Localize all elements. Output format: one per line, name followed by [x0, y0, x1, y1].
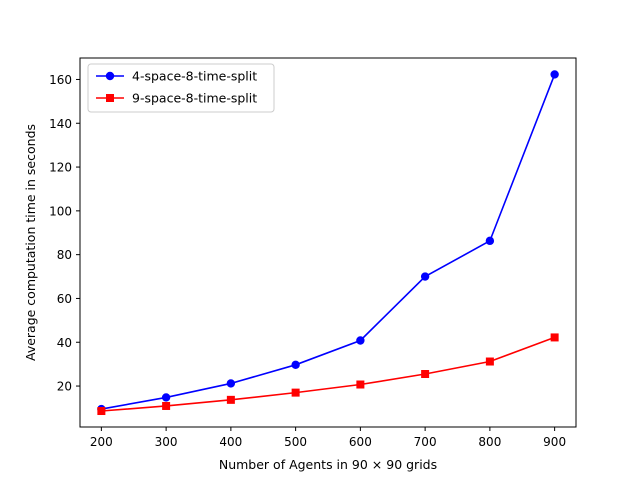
y-tick-label: 160 — [49, 73, 72, 87]
series-line-1 — [101, 74, 556, 410]
data-point — [550, 333, 559, 342]
y-tick-label: 60 — [57, 292, 72, 306]
x-tick-label: 800 — [478, 435, 501, 449]
x-tick-label: 700 — [414, 435, 437, 449]
x-axis-label: Number of Agents in 90 × 90 grids — [219, 457, 437, 472]
plot-frame — [79, 57, 577, 428]
data-point — [485, 357, 494, 366]
y-tick-label: 80 — [57, 248, 72, 262]
y-tick-label: 40 — [57, 336, 72, 350]
y-tick-label: 140 — [49, 117, 72, 131]
data-point — [420, 272, 430, 281]
x-tick-label: 500 — [284, 435, 307, 449]
y-axis: 20 40 60 80 100 120 140 160 — [49, 73, 80, 394]
y-tick-label: 100 — [49, 204, 72, 218]
series-layer — [97, 70, 559, 416]
legend-box — [87, 63, 275, 113]
legend: 4-space-8-time-split 9-space-8-time-split — [87, 63, 275, 113]
legend-marker — [105, 71, 115, 81]
data-point — [356, 380, 365, 389]
x-tick-label: 300 — [155, 435, 178, 449]
data-point — [97, 407, 106, 416]
data-point — [226, 379, 236, 388]
x-tick-label: 400 — [219, 435, 242, 449]
data-point — [550, 70, 559, 79]
data-point — [162, 401, 171, 410]
series-line-2 — [101, 336, 555, 412]
data-point — [291, 388, 300, 397]
x-tick-label: 200 — [90, 435, 113, 449]
y-tick-label: 120 — [49, 161, 72, 175]
data-point — [485, 236, 495, 246]
data-point — [161, 393, 171, 402]
x-axis: 200 300 400 500 600 700 800 900 — [90, 427, 566, 449]
data-point — [226, 395, 235, 404]
x-tick-label: 600 — [349, 435, 372, 449]
x-tick-label: 900 — [543, 435, 566, 449]
legend-label: 9-space-8-time-split — [132, 91, 257, 106]
data-point — [291, 360, 300, 370]
legend-marker — [106, 94, 114, 102]
data-point — [356, 336, 365, 345]
y-axis-label: Average computation time in seconds — [23, 124, 38, 361]
y-tick-label: 20 — [57, 380, 72, 394]
legend-label: 4-space-8-time-split — [132, 69, 257, 84]
data-point — [421, 370, 430, 379]
